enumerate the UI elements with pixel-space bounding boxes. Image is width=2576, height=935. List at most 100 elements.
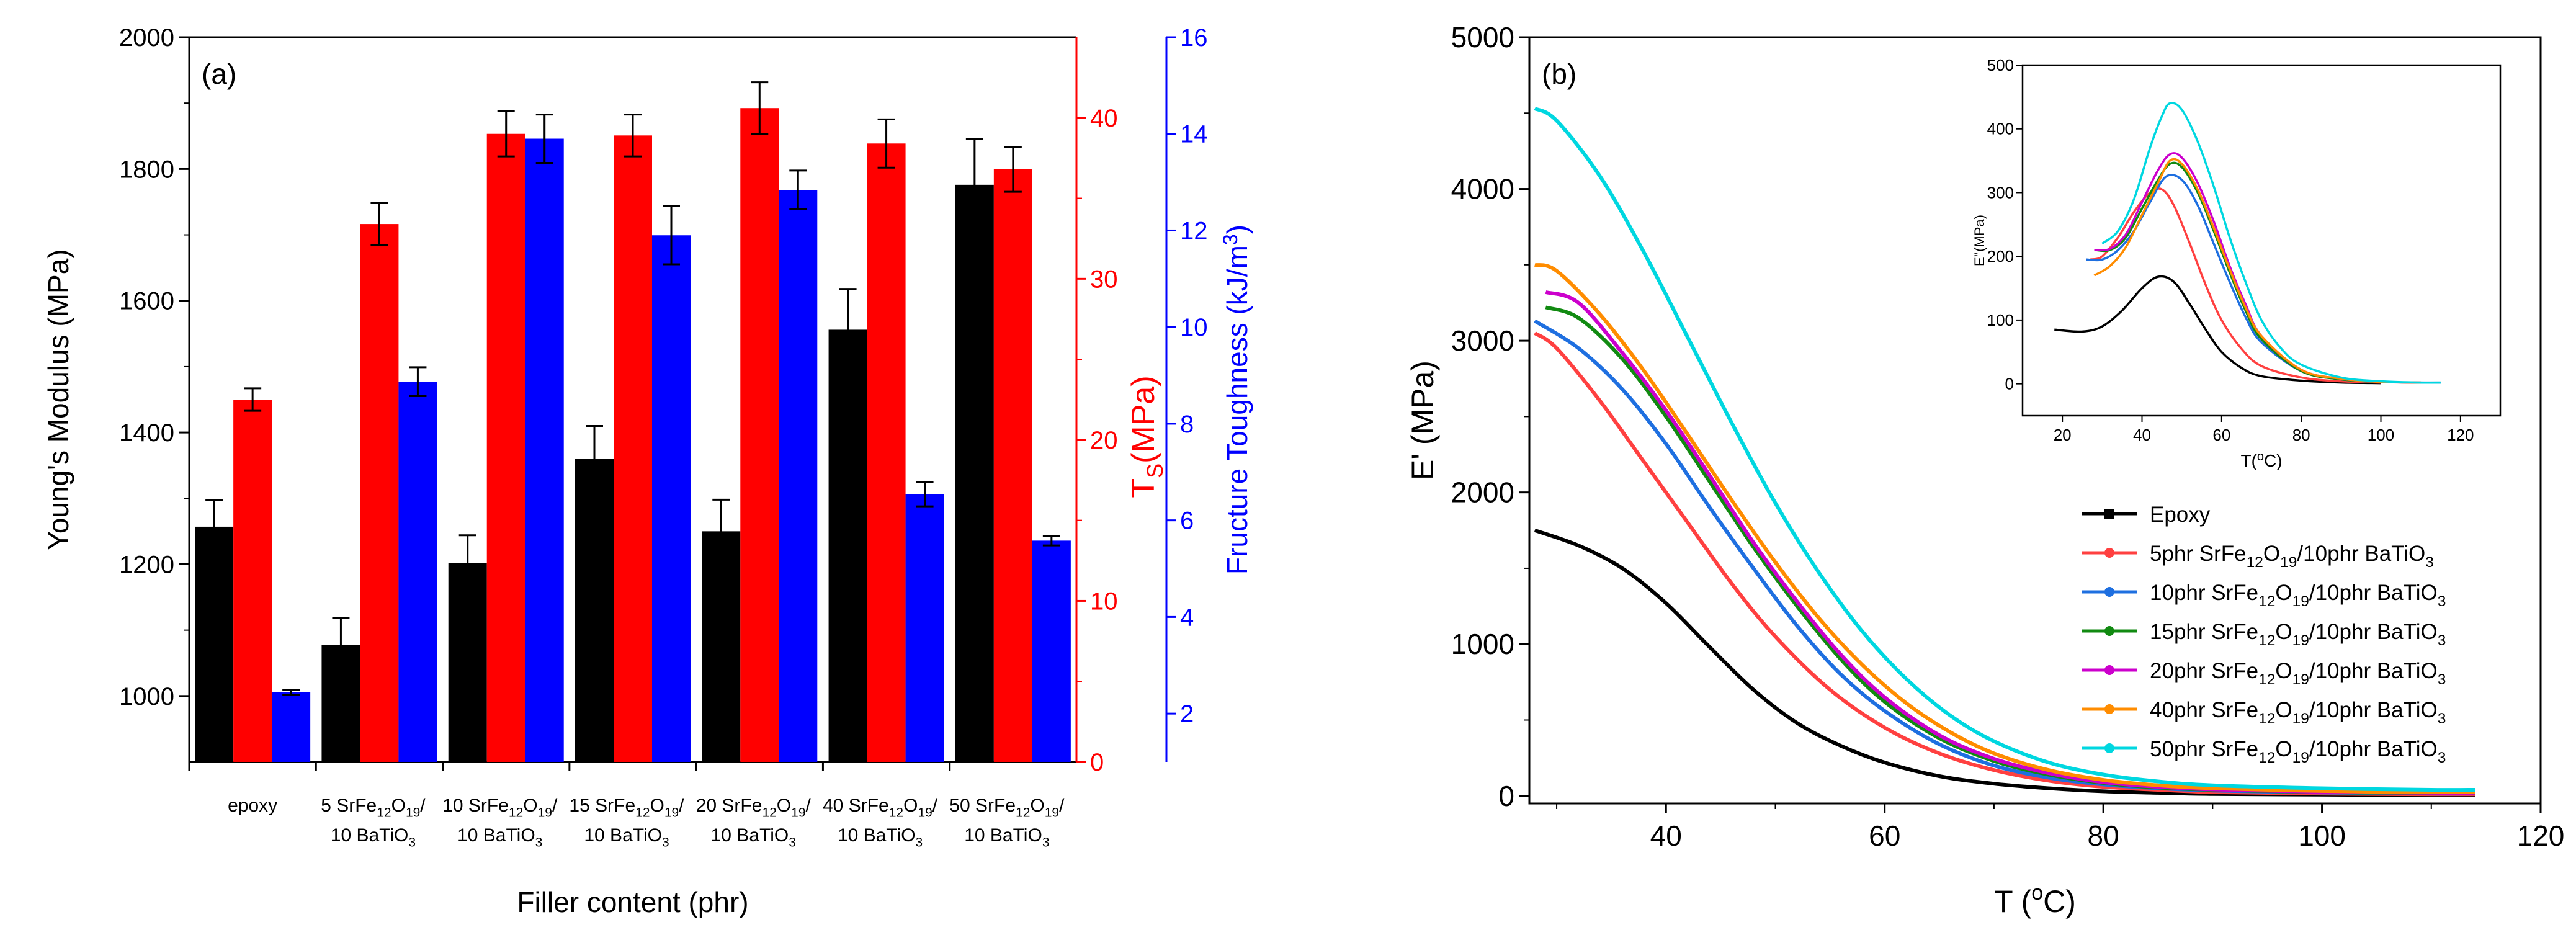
bar-mid-6 [993, 169, 1032, 762]
inset-y-tick-label: 500 [1987, 56, 2014, 74]
left-tick-label: 1600 [119, 288, 174, 315]
bar-right-4 [779, 190, 818, 762]
bar-right-2 [525, 138, 564, 762]
x-axis-title: Filler content (phr) [517, 886, 748, 918]
bar-mid-4 [740, 108, 779, 762]
bar-left-4 [702, 531, 741, 762]
panel-label: (b) [1542, 58, 1576, 90]
right-tick-label: 14 [1180, 121, 1208, 148]
bar-right-1 [398, 382, 437, 762]
y-tick-label: 1000 [1451, 628, 1514, 660]
x-tick-label: 80 [2088, 820, 2119, 852]
y-axis-title-mid: TS(MPa) [1125, 375, 1168, 498]
inset-y-tick-label: 100 [1987, 311, 2014, 329]
bar-left-5 [828, 329, 867, 762]
right-tick-label: 16 [1180, 24, 1208, 51]
category-label-line2: 10 BaTiO3​ [457, 825, 542, 849]
y-tick-label: 5000 [1451, 21, 1514, 53]
inset-series-line-Epoxy [2054, 275, 2381, 385]
mid-tick-label: 30 [1090, 266, 1118, 293]
inset-frame [2021, 64, 2502, 417]
category-label-line2: 10 BaTiO3​ [838, 825, 923, 849]
legend-label: 50phr SrFe12O19/10phr BaTiO3​ [2150, 737, 2446, 766]
inset-y-tick-label: 300 [1987, 183, 2014, 202]
bar-mid-2 [486, 133, 525, 762]
x-tick-label: 100 [2298, 820, 2346, 852]
right-tick-label: 2 [1180, 700, 1194, 728]
inset-x-tick-label: 120 [2447, 426, 2474, 444]
mid-tick-label: 20 [1090, 427, 1118, 454]
legend-marker [2104, 704, 2114, 714]
category-label-line1: 20 SrFe12O19/ [696, 795, 812, 820]
right-tick-label: 8 [1180, 411, 1194, 438]
y-axis-title: E' (MPa) [1405, 360, 1440, 480]
legend-label: Epoxy [2150, 503, 2211, 527]
inset-x-tick-label: 60 [2212, 426, 2230, 444]
inset-y-axis-title: E''(MPa) [1972, 215, 1987, 266]
category-label-line2: 10 BaTiO3​ [711, 825, 796, 849]
y-axis-title-left: Young's Modulus (MPa) [42, 249, 74, 550]
left-tick-label: 1400 [119, 419, 174, 447]
legend-label: 10phr SrFe12O19/10phr BaTiO3​ [2150, 581, 2446, 610]
panel-a-bar-chart: 1000 1200 1400 1600 1800 2000 0 10 20 30 40 2 4 6 8 10 1… [42, 24, 1253, 918]
x-tick-label: 60 [1869, 820, 1900, 852]
plot-frame [1528, 36, 2542, 805]
y-tick-label: 2000 [1451, 476, 1514, 509]
legend-label: 40phr SrFe12O19/10phr BaTiO3​ [2150, 698, 2446, 727]
category-label-line2: 10 BaTiO3​ [584, 825, 669, 849]
series-line-50phr [1534, 107, 2475, 792]
inset-y-tick-label: 400 [1987, 120, 2014, 138]
legend-marker [2104, 626, 2114, 636]
bar-mid-3 [614, 135, 652, 763]
bar-left-2 [448, 563, 487, 762]
bar-mid-1 [360, 224, 399, 762]
left-tick-label: 2000 [119, 24, 174, 51]
bar-right-0 [272, 692, 311, 762]
bar-mid-5 [867, 143, 906, 763]
legend-marker [2104, 509, 2114, 519]
panel-label: (a) [202, 58, 236, 90]
y-tick-label: 0 [1498, 780, 1514, 812]
bar-right-3 [652, 235, 691, 763]
y-axis-title-right: Fructure Toughness (kJ/m3) [1219, 225, 1253, 575]
series-line-40phr [1534, 262, 2475, 794]
inset-series-line-50phr [2101, 102, 2441, 384]
category-label-line1: 10 SrFe12O19/ [442, 795, 558, 820]
inset-series-line-5phr [2090, 187, 2381, 384]
bar-left-6 [955, 184, 994, 762]
category-label-line1: 50 SrFe12O19/ [949, 795, 1065, 820]
category-label-line1: 5 SrFe12O19/ [321, 795, 426, 820]
bar-right-5 [905, 494, 944, 762]
bar-right-6 [1032, 540, 1071, 762]
x-tick-label: 40 [1650, 820, 1682, 852]
category-label-line1: epoxy [228, 795, 277, 816]
bar-mid-0 [233, 400, 272, 762]
inset-x-axis-title: T(oC) [2240, 450, 2282, 470]
right-tick-label: 12 [1180, 217, 1208, 244]
mid-tick-label: 10 [1090, 588, 1118, 615]
right-tick-label: 10 [1180, 314, 1208, 341]
category-label-line2: 10 BaTiO3​ [331, 825, 416, 849]
left-tick-label: 1200 [119, 551, 174, 578]
legend-marker [2104, 743, 2114, 753]
mid-tick-label: 0 [1090, 749, 1104, 776]
legend-marker [2104, 587, 2114, 597]
inset-x-tick-label: 40 [2133, 426, 2151, 444]
inset-series-line-40phr [2093, 158, 2421, 384]
x-tick-label: 120 [2517, 820, 2565, 852]
inset-y-tick-label: 200 [1987, 247, 2014, 266]
right-tick-label: 6 [1180, 508, 1194, 535]
y-tick-label: 3000 [1451, 324, 1514, 357]
inset-x-tick-label: 100 [2368, 426, 2394, 444]
inset-x-tick-label: 80 [2292, 426, 2310, 444]
x-axis-title: T (oC) [1994, 881, 2076, 919]
legend-marker [2104, 665, 2114, 675]
inset-x-tick-label: 20 [2054, 426, 2072, 444]
category-label-line1: 15 SrFe12O19/ [569, 795, 684, 820]
left-tick-label: 1800 [119, 156, 174, 183]
mid-tick-label: 40 [1090, 105, 1118, 132]
category-label-line1: 40 SrFe12O19/ [823, 795, 938, 820]
right-tick-label: 4 [1180, 604, 1194, 631]
